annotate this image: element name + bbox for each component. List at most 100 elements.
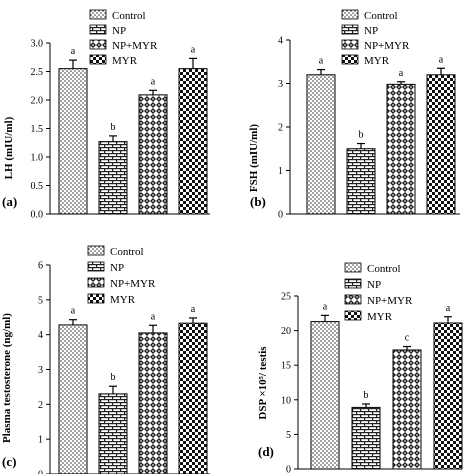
legend-label: NP [364, 25, 378, 37]
bar [98, 141, 128, 215]
y-axis-label: LH (mIU/ml) [3, 116, 15, 179]
significance-letter: a [191, 304, 196, 315]
chart-panel: 0 1 2 3 4 5 6 Plasma testosterone (ng/ml) (c) a b a… [1, 245, 210, 474]
y-tick-label: 3.0 [31, 39, 44, 50]
y-tick-label: 20 [281, 326, 291, 337]
bar [138, 332, 168, 474]
legend-swatch [89, 54, 107, 65]
legend-label: NP [112, 25, 126, 37]
legend-label: NP+MYR [367, 295, 413, 307]
y-axis-label: FSH (mIU/ml) [248, 124, 260, 192]
panel-label: (c) [2, 454, 16, 469]
significance-letter: a [446, 303, 451, 314]
legend-swatch [87, 245, 105, 256]
bar [351, 406, 381, 470]
legend-label: NP [367, 279, 381, 291]
y-tick-label: 3 [278, 79, 283, 90]
legend-swatch [341, 24, 359, 35]
y-tick-label: 3 [38, 365, 43, 376]
legend-label: NP+MYR [112, 40, 158, 52]
bar [392, 349, 422, 470]
y-tick-label: 15 [281, 361, 291, 372]
significance-letter: a [399, 68, 404, 79]
y-tick-label: 0 [286, 465, 291, 474]
bar [306, 74, 336, 215]
y-tick-label: 10 [281, 395, 291, 406]
legend-label: MYR [367, 311, 393, 323]
chart-panel: 0 5 10 15 20 25 DSP ×10⁵/ testis (d) a b c a Control… [257, 262, 463, 474]
significance-letter: c [405, 333, 410, 344]
y-tick-label: 2.5 [31, 67, 44, 78]
chart-panel: 0.0 0.5 1.0 1.5 2.0 2.5 3.0 LH (mIU/ml) (a) a b a a C… [2, 9, 210, 221]
y-tick-label: 0.0 [31, 210, 44, 221]
y-tick-label: 1 [278, 166, 283, 177]
legend-swatch [87, 293, 105, 304]
legend-swatch [89, 9, 107, 20]
legend-label: NP+MYR [110, 278, 156, 290]
significance-letter: a [151, 76, 156, 87]
bar [178, 322, 208, 474]
panel-label: (b) [250, 194, 266, 209]
bar [433, 322, 463, 470]
significance-letter: b [359, 130, 364, 141]
significance-letter: b [111, 372, 116, 383]
legend-swatch [89, 39, 107, 50]
y-tick-label: 1 [38, 435, 43, 446]
y-tick-label: 0 [38, 470, 43, 474]
y-tick-label: 5 [286, 430, 291, 441]
y-tick-label: 0.5 [31, 181, 44, 192]
legend-swatch [344, 294, 362, 305]
bar [138, 94, 168, 215]
y-tick-label: 0 [278, 210, 283, 221]
bar [58, 324, 88, 474]
legend-swatch [344, 278, 362, 289]
bar [58, 68, 88, 215]
bar [98, 393, 128, 474]
panel-label: (d) [258, 444, 274, 459]
y-tick-label: 2.0 [31, 96, 44, 107]
significance-letter: a [323, 301, 328, 312]
y-tick-label: 25 [281, 292, 291, 303]
legend-swatch [87, 261, 105, 272]
significance-letter: a [71, 46, 76, 57]
legend-swatch [89, 24, 107, 35]
bar [426, 74, 456, 215]
y-tick-label: 4 [278, 36, 283, 47]
legend-label: Control [112, 10, 146, 22]
legend-label: NP+MYR [364, 40, 410, 52]
legend-label: NP [110, 262, 124, 274]
y-tick-label: 4 [38, 330, 43, 341]
y-tick-label: 1.5 [31, 124, 44, 135]
legend-swatch [341, 54, 359, 65]
bar [178, 68, 208, 215]
legend-label: MYR [364, 55, 390, 67]
significance-letter: a [191, 44, 196, 55]
significance-letter: a [151, 311, 156, 322]
legend-swatch [341, 9, 359, 20]
y-axis-label: DSP ×10⁵/ testis [257, 346, 269, 420]
y-tick-label: 5 [38, 295, 43, 306]
significance-letter: a [319, 56, 324, 67]
legend-label: MYR [110, 294, 136, 306]
legend-label: MYR [112, 55, 138, 67]
legend-label: Control [364, 10, 398, 22]
legend-swatch [344, 262, 362, 273]
y-axis-label: Plasma testosterone (ng/ml) [1, 313, 13, 443]
legend-swatch [87, 277, 105, 288]
y-tick-label: 1.0 [31, 153, 44, 164]
bar [386, 83, 416, 215]
significance-letter: a [71, 306, 76, 317]
significance-letter: a [439, 54, 444, 65]
y-tick-label: 2 [278, 123, 283, 134]
y-tick-label: 6 [38, 261, 43, 272]
bar [346, 148, 376, 215]
bar [310, 321, 340, 470]
legend-label: Control [367, 263, 401, 275]
legend-swatch [341, 39, 359, 50]
chart-panel: 0 1 2 3 4 FSH (mIU/ml) (b) a b a a Control NP NP+MYR M… [248, 9, 460, 221]
legend-swatch [344, 310, 362, 321]
significance-letter: b [111, 122, 116, 133]
y-tick-label: 2 [38, 400, 43, 411]
legend-label: Control [110, 246, 144, 258]
